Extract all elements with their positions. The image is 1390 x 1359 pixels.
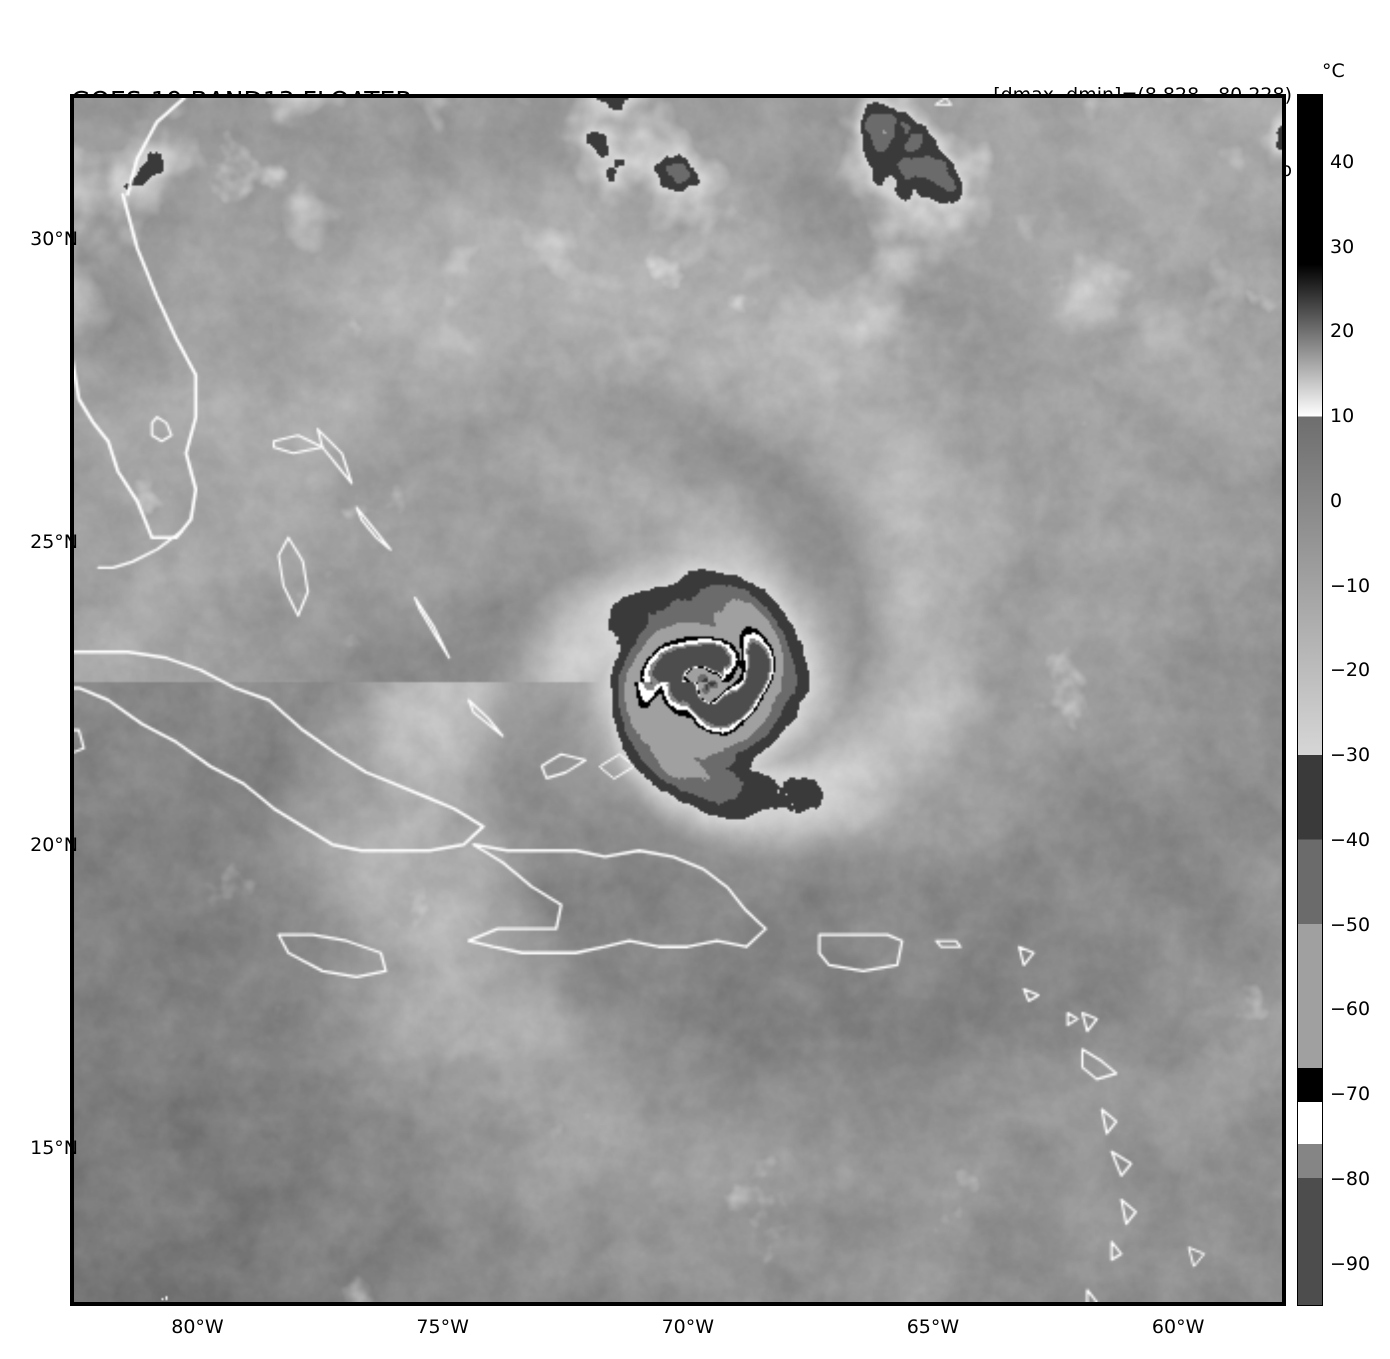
colorbar-tick-label: −20 [1330, 659, 1371, 682]
latitude-tick-label: 15°N [30, 1137, 78, 1160]
longitude-tick-label: 75°W [416, 1316, 469, 1338]
satellite-image-plot: Copyright © 2020-2025 Dapiya [70, 94, 1286, 1306]
colorbar-gradient [1298, 95, 1322, 1305]
longitude-tick-label: 65°W [906, 1316, 960, 1338]
colorbar-unit-label: °C [1322, 60, 1345, 82]
colorbar-tick-label: 20 [1330, 320, 1355, 343]
latitude-tick-label: 20°N [30, 834, 78, 857]
latitude-tick-label: 30°N [30, 228, 78, 251]
colorbar-tick-label: −70 [1330, 1083, 1371, 1106]
temperature-colorbar [1297, 94, 1323, 1306]
colorbar-tick-label: −30 [1330, 744, 1371, 767]
infrared-satellite-imagery [74, 98, 1282, 1302]
longitude-tick-label: 70°W [661, 1316, 715, 1338]
colorbar-tick-label: 10 [1330, 405, 1355, 428]
colorbar-tick-label: 40 [1330, 150, 1355, 173]
colorbar-tick-label: −90 [1330, 1252, 1371, 1275]
colorbar-tick-label: −10 [1330, 574, 1371, 597]
colorbar-tick-label: −80 [1330, 1167, 1371, 1190]
colorbar-tick-label: 0 [1330, 489, 1343, 512]
longitude-tick-label: 80°W [171, 1316, 224, 1338]
colorbar-tick-label: −40 [1330, 828, 1371, 851]
latitude-tick-label: 25°N [30, 531, 78, 554]
colorbar-tick-label: −60 [1330, 998, 1371, 1021]
colorbar-tick-label: 30 [1330, 235, 1355, 258]
colorbar-tick-label: −50 [1330, 913, 1371, 936]
longitude-tick-label: 60°W [1151, 1316, 1205, 1338]
